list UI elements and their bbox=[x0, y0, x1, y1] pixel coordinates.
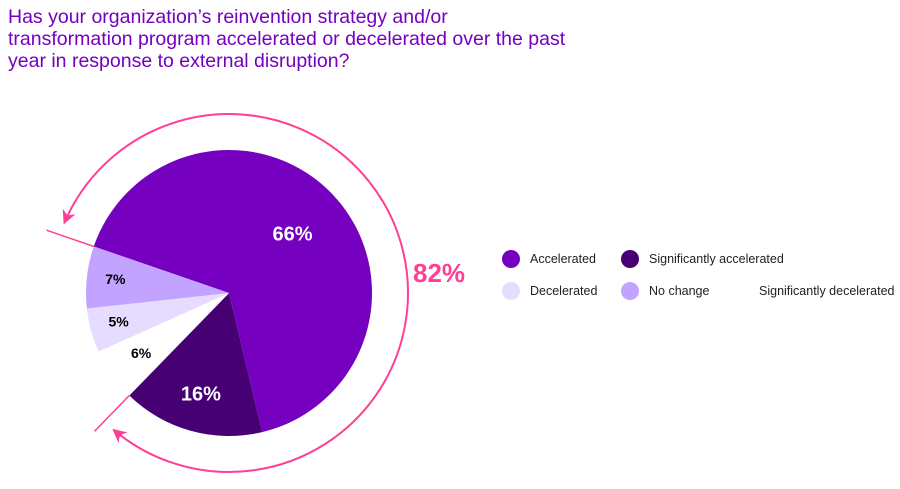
legend-swatch bbox=[731, 282, 749, 300]
legend-swatch bbox=[621, 282, 639, 300]
pie-slice-significantly-decelerated bbox=[98, 293, 229, 396]
data-label: 6% bbox=[131, 345, 152, 361]
pie-slice-accelerated bbox=[93, 150, 373, 433]
data-label: 5% bbox=[108, 314, 129, 330]
legend-swatch bbox=[502, 250, 520, 268]
data-label: 66% bbox=[273, 224, 313, 246]
legend-item-significantly-accelerated: Significantly accelerated bbox=[621, 250, 784, 268]
legend-item-no-change: No change bbox=[621, 282, 709, 300]
annotation-total: 82% bbox=[413, 258, 466, 288]
legend-label: Significantly decelerated bbox=[759, 284, 895, 298]
legend-item-accelerated: Accelerated bbox=[502, 250, 596, 268]
legend-label: Significantly accelerated bbox=[649, 252, 784, 266]
annotation-arc-arrow bbox=[62, 113, 409, 473]
data-label: 16% bbox=[181, 383, 221, 405]
chart-title: Has your organization’s reinvention stra… bbox=[8, 6, 566, 72]
legend-item-decelerated: Decelerated bbox=[502, 282, 597, 300]
legend-label: Decelerated bbox=[530, 284, 598, 298]
legend-item-significantly-decelerated: Significantly decelerated bbox=[731, 282, 895, 300]
annotation-boundary-line bbox=[46, 229, 95, 248]
annotation-boundary-line bbox=[93, 394, 130, 432]
legend-label: No change bbox=[649, 284, 710, 298]
legend-swatch bbox=[621, 250, 639, 268]
data-label: 7% bbox=[105, 271, 126, 287]
legend-swatch bbox=[502, 282, 520, 300]
pie-slice-significantly-accelerated bbox=[129, 293, 263, 437]
legend-label: Accelerated bbox=[530, 252, 597, 266]
